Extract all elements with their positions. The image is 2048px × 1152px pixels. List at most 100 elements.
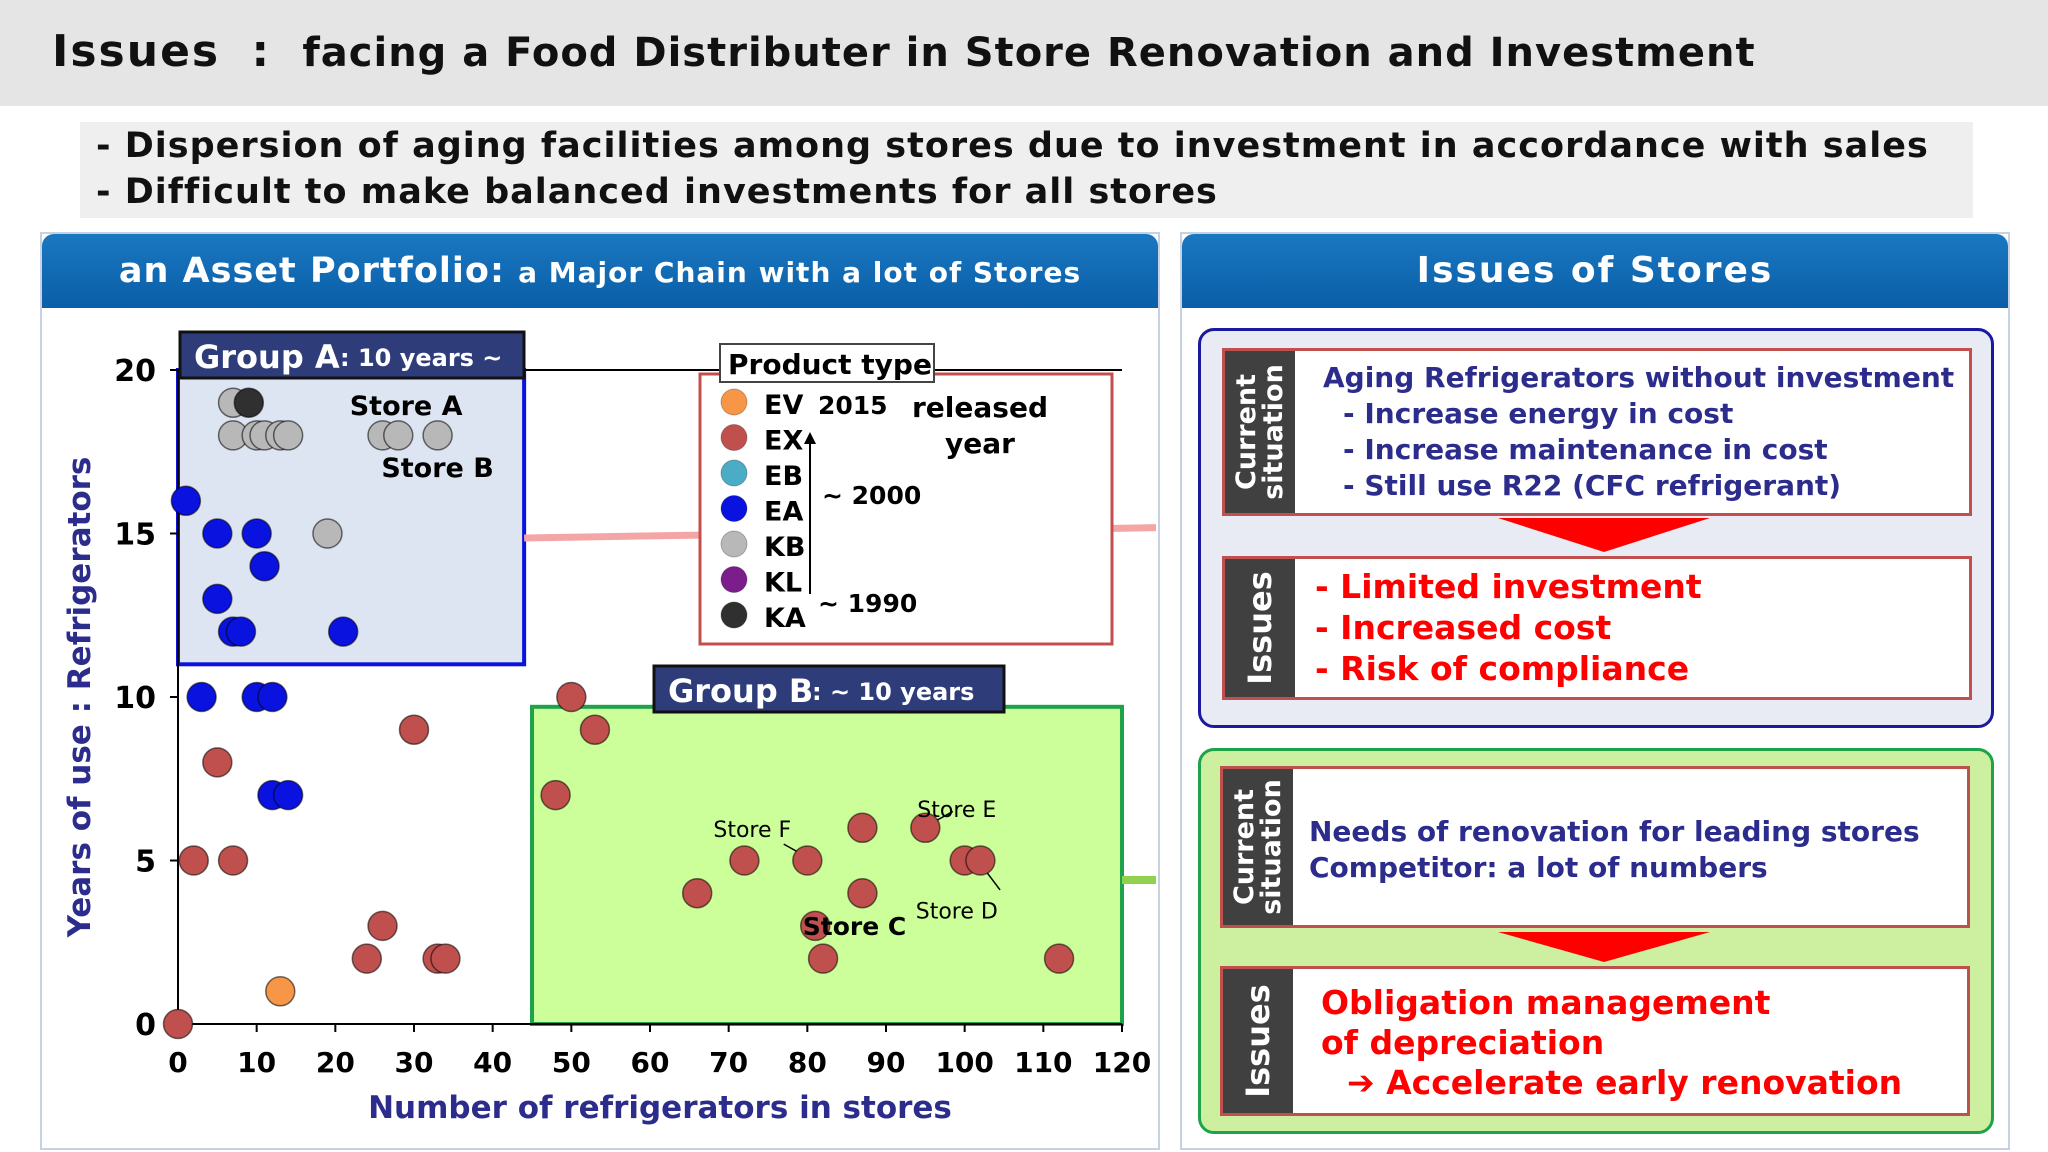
data-point bbox=[202, 583, 233, 615]
group-a-tag-sub: : 10 years ~ bbox=[340, 344, 502, 372]
legend-marker bbox=[720, 495, 748, 522]
issue-line: ➔ Accelerate early renovation bbox=[1347, 1063, 1903, 1102]
group-a-tag-label: Group A bbox=[194, 338, 340, 376]
group-b-tag-label: Group B bbox=[668, 672, 813, 710]
x-tick-label: 80 bbox=[788, 1046, 827, 1079]
data-point bbox=[312, 518, 343, 549]
title-subtitle: facing a Food Distributer in Store Renov… bbox=[302, 30, 1756, 76]
data-point bbox=[272, 420, 304, 451]
bullet-item: - Difficult to make balanced investments… bbox=[96, 172, 1218, 212]
data-point bbox=[170, 485, 202, 517]
group-b-situation-box: Current situation Needs of renovation for… bbox=[1220, 766, 1970, 928]
legend-entry: EB bbox=[764, 461, 803, 492]
data-point bbox=[225, 616, 257, 647]
year-arrow-head-icon bbox=[804, 432, 816, 444]
data-point bbox=[422, 420, 453, 451]
situation-line: - Still use R22 (CFC refrigerant) bbox=[1343, 469, 1842, 502]
legend-marker bbox=[720, 459, 748, 487]
data-point bbox=[430, 943, 461, 974]
summary-bullets: - Dispersion of aging facilities among s… bbox=[80, 122, 1973, 218]
situation-label-line: situation bbox=[1258, 364, 1289, 500]
group-b-tag-sub: : ~ 10 years bbox=[812, 678, 974, 706]
issues-label-text: Issues bbox=[1239, 984, 1277, 1098]
issue-line: - Increased cost bbox=[1315, 608, 1612, 647]
data-point bbox=[681, 877, 713, 909]
issue-line: Obligation management bbox=[1321, 983, 1771, 1022]
x-tick-label: 110 bbox=[1014, 1046, 1072, 1079]
legend-entry: EV bbox=[764, 390, 803, 421]
issue-line: - Limited investment bbox=[1315, 567, 1702, 606]
data-point bbox=[965, 845, 996, 876]
data-point bbox=[398, 714, 430, 745]
y-tick-label: 0 bbox=[135, 1008, 156, 1043]
group-b-box bbox=[530, 704, 1124, 1026]
legend-year-2000: ~ 2000 bbox=[822, 481, 921, 510]
legend-entry: KB bbox=[764, 532, 806, 563]
title-bar bbox=[0, 0, 2048, 106]
page-title: Issues : facing a Food Distributer in St… bbox=[52, 26, 1756, 77]
data-point bbox=[202, 518, 233, 549]
data-point bbox=[327, 616, 359, 647]
asset-portfolio-header: an Asset Portfolio: a Major Chain with a… bbox=[42, 234, 1158, 308]
bullet-item: - Dispersion of aging facilities among s… bbox=[96, 126, 1929, 166]
data-point bbox=[217, 845, 249, 876]
x-tick-label: 10 bbox=[237, 1046, 276, 1079]
title-separator: : bbox=[251, 26, 272, 77]
x-tick-label: 0 bbox=[168, 1046, 187, 1079]
legend-entry: EA bbox=[764, 497, 803, 528]
data-point bbox=[162, 1008, 194, 1040]
data-point bbox=[847, 877, 878, 909]
group-a-tag bbox=[178, 330, 526, 380]
situation-line: Aging Refrigerators without investment bbox=[1323, 361, 1955, 394]
issues-panel-title: Issues of Stores bbox=[1416, 250, 1774, 291]
legend-entry: KA bbox=[764, 603, 806, 634]
store-annotation: Store E bbox=[917, 798, 996, 823]
down-arrow-icon bbox=[1498, 518, 1710, 552]
store-annotation: Store F bbox=[713, 818, 791, 843]
y-axis-label: Years of use : Refrigerators bbox=[62, 457, 98, 939]
legend-title-box bbox=[719, 343, 935, 383]
legend-title: Product type bbox=[728, 348, 932, 381]
data-point bbox=[351, 943, 383, 974]
panel-title: an Asset Portfolio: bbox=[118, 251, 505, 291]
data-point bbox=[556, 681, 587, 713]
data-point bbox=[540, 779, 571, 811]
x-tick-label: 100 bbox=[935, 1046, 993, 1079]
store-annotation: Store B bbox=[381, 453, 494, 484]
situation-label-line: situation bbox=[1256, 779, 1287, 915]
data-point bbox=[579, 714, 611, 745]
data-point bbox=[367, 910, 398, 942]
legend-year-2015: 2015 bbox=[818, 391, 888, 420]
data-point bbox=[233, 387, 265, 418]
x-tick-label: 30 bbox=[395, 1046, 434, 1079]
issues-label-text: Issues bbox=[1241, 571, 1279, 685]
data-point bbox=[799, 910, 831, 942]
data-point bbox=[202, 747, 233, 778]
legend-marker bbox=[720, 388, 748, 416]
legend-marker bbox=[720, 566, 748, 593]
down-arrow-icon bbox=[1498, 932, 1710, 962]
issues-label: Issues bbox=[1223, 969, 1293, 1113]
data-point bbox=[241, 518, 272, 549]
store-annotation: Store D bbox=[916, 900, 998, 925]
legend-marker bbox=[720, 424, 748, 451]
situation-line: - Increase energy in cost bbox=[1343, 397, 1734, 430]
data-point bbox=[729, 845, 760, 876]
data-point bbox=[257, 681, 288, 713]
store-annotation: Store A bbox=[350, 391, 463, 422]
issue-line: of depreciation bbox=[1321, 1023, 1605, 1062]
y-tick-label: 20 bbox=[114, 354, 156, 389]
data-point bbox=[1043, 943, 1075, 974]
situation-label: Current situation bbox=[1223, 769, 1293, 925]
data-point bbox=[272, 779, 304, 811]
x-axis-label: Number of refrigerators in stores bbox=[368, 1090, 952, 1126]
legend-released-year: released year bbox=[912, 391, 1048, 460]
group-a-situation-box: Current situation Aging Refrigerators wit… bbox=[1222, 348, 1972, 516]
legend-entry: KL bbox=[764, 568, 802, 599]
legend-released-year-line: released bbox=[912, 391, 1048, 424]
x-tick-label: 70 bbox=[709, 1046, 748, 1079]
x-tick-label: 90 bbox=[867, 1046, 906, 1079]
situation-line: - Increase maintenance in cost bbox=[1343, 433, 1828, 466]
x-tick-label: 60 bbox=[631, 1046, 670, 1079]
data-point bbox=[265, 976, 296, 1007]
